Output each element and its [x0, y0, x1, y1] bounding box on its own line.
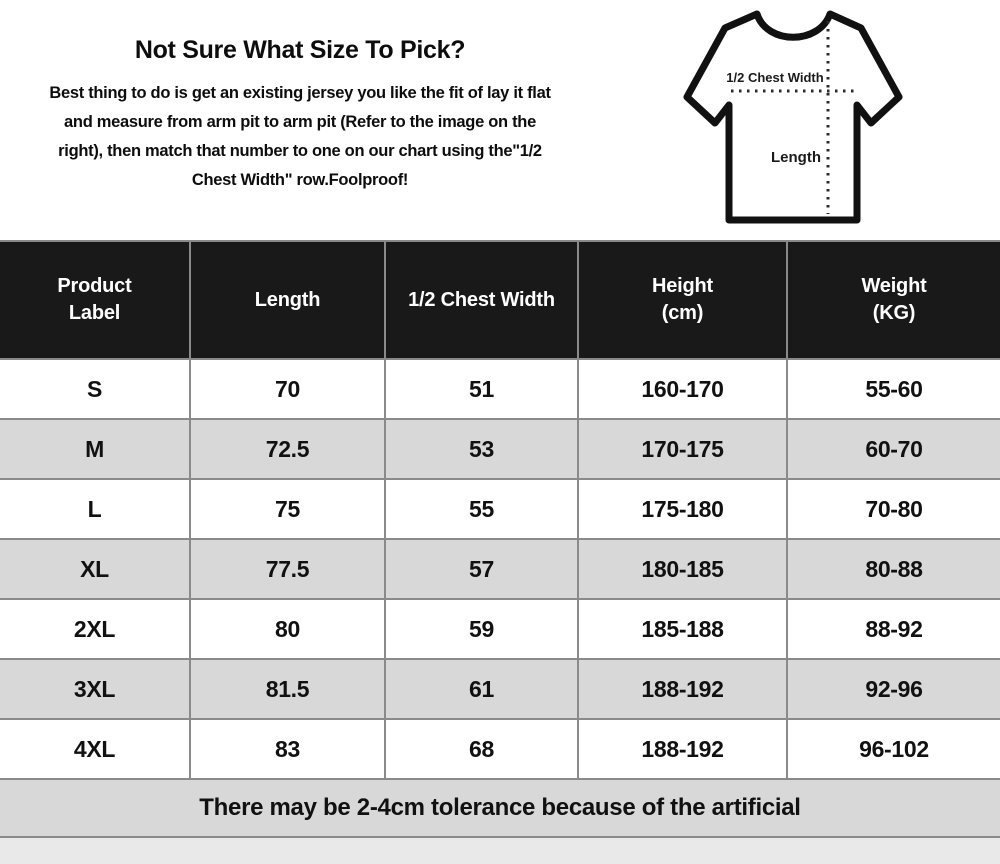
- col-header-weight: Weight (KG): [786, 240, 1000, 360]
- col-header-product-label: Product Label: [0, 240, 191, 360]
- bottom-strip: [0, 838, 1000, 864]
- cell-height: 188-192: [577, 718, 788, 780]
- header-line: (KG): [872, 302, 916, 324]
- cell-chest: 53: [384, 418, 579, 480]
- cell-height: 188-192: [577, 658, 788, 720]
- cell-size-label: L: [0, 478, 191, 540]
- table-row-s: S 70 51 160-170 55-60: [0, 358, 1000, 420]
- cell-size-label: S: [0, 358, 191, 420]
- cell-length: 75: [189, 478, 386, 540]
- cell-size-label: 3XL: [0, 658, 191, 720]
- header-line: (cm): [661, 302, 704, 324]
- cell-chest: 61: [384, 658, 579, 720]
- cell-weight: 80-88: [786, 538, 1000, 600]
- cell-chest: 55: [384, 478, 579, 540]
- table-row-3xl: 3XL 81.5 61 188-192 92-96: [0, 658, 1000, 720]
- col-header-chest-width: 1/2 Chest Width: [384, 240, 579, 360]
- cell-size-label: M: [0, 418, 191, 480]
- table-row-4xl: 4XL 83 68 188-192 96-102: [0, 718, 1000, 780]
- intro-text-block: Not Sure What Size To Pick? Best thing t…: [0, 0, 590, 240]
- col-header-length: Length: [189, 240, 386, 360]
- cell-size-label: 2XL: [0, 598, 191, 660]
- cell-weight: 88-92: [786, 598, 1000, 660]
- tshirt-diagram-icon: 1/2 Chest Width Length: [683, 10, 903, 224]
- cell-length: 81.5: [189, 658, 386, 720]
- cell-weight: 92-96: [786, 658, 1000, 720]
- cell-size-label: 4XL: [0, 718, 191, 780]
- cell-chest: 51: [384, 358, 579, 420]
- cell-chest: 59: [384, 598, 579, 660]
- cell-chest: 57: [384, 538, 579, 600]
- table-row-l: L 75 55 175-180 70-80: [0, 478, 1000, 540]
- cell-height: 170-175: [577, 418, 788, 480]
- cell-length: 80: [189, 598, 386, 660]
- header-line: Label: [68, 302, 121, 324]
- size-chart-table: Product Label Length 1/2 Chest Width Hei…: [0, 240, 1000, 838]
- tshirt-outline: [683, 10, 903, 224]
- header-line: Product: [57, 275, 132, 297]
- tolerance-note: There may be 2-4cm tolerance because of …: [0, 778, 1000, 838]
- cell-weight: 70-80: [786, 478, 1000, 540]
- header-line: Weight: [861, 275, 927, 297]
- cell-length: 72.5: [189, 418, 386, 480]
- cell-size-label: XL: [0, 538, 191, 600]
- cell-height: 185-188: [577, 598, 788, 660]
- header-line: Length: [254, 288, 321, 311]
- table-header: Product Label Length 1/2 Chest Width Hei…: [0, 240, 1000, 360]
- table-row-xl: XL 77.5 57 180-185 80-88: [0, 538, 1000, 600]
- page-title: Not Sure What Size To Pick?: [134, 36, 466, 64]
- table-footer-row: There may be 2-4cm tolerance because of …: [0, 778, 1000, 838]
- intro-section: Not Sure What Size To Pick? Best thing t…: [0, 0, 1000, 240]
- cell-height: 180-185: [577, 538, 788, 600]
- cell-height: 160-170: [577, 358, 788, 420]
- cell-chest: 68: [384, 718, 579, 780]
- cell-length: 77.5: [189, 538, 386, 600]
- intro-instructions: Best thing to do is get an existing jers…: [49, 84, 551, 189]
- length-label: Length: [771, 149, 821, 166]
- col-header-height: Height (cm): [577, 240, 788, 360]
- tshirt-figure: 1/2 Chest Width Length: [590, 0, 1000, 240]
- header-line: Height: [651, 275, 714, 297]
- cell-length: 70: [189, 358, 386, 420]
- cell-weight: 60-70: [786, 418, 1000, 480]
- header-line: 1/2 Chest Width: [408, 288, 555, 311]
- cell-height: 175-180: [577, 478, 788, 540]
- cell-length: 83: [189, 718, 386, 780]
- cell-weight: 55-60: [786, 358, 1000, 420]
- table-row-m: M 72.5 53 170-175 60-70: [0, 418, 1000, 480]
- table-row-2xl: 2XL 80 59 185-188 88-92: [0, 598, 1000, 660]
- chest-width-label: 1/2 Chest Width: [726, 70, 823, 85]
- cell-weight: 96-102: [786, 718, 1000, 780]
